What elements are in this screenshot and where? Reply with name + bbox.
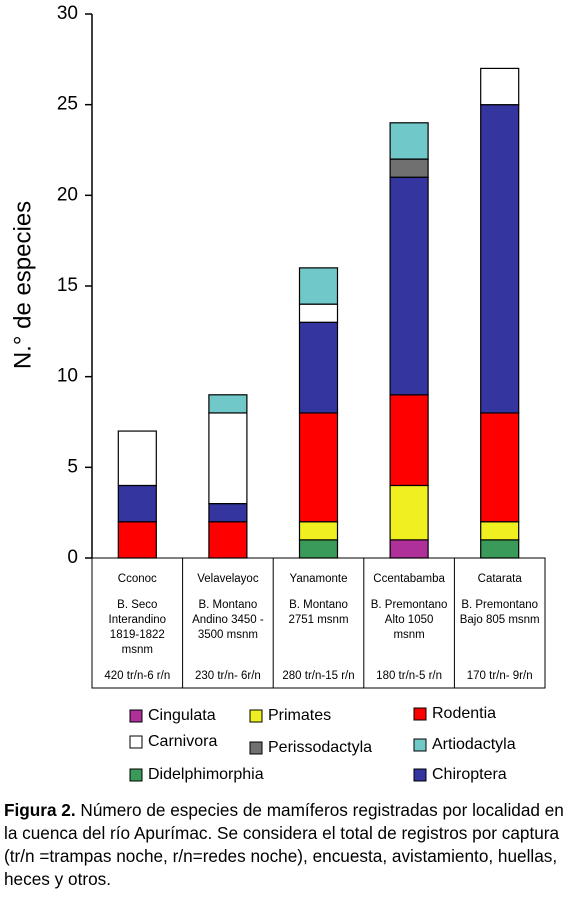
category-detail: Alto 1050 — [385, 614, 434, 626]
category-detail: B. Premontano — [371, 599, 448, 611]
bar-segment — [480, 521, 520, 541]
bar-segment — [480, 104, 520, 414]
y-tick-label: 0 — [67, 547, 78, 568]
bar-segment — [298, 303, 339, 323]
bar-segment — [389, 122, 429, 160]
category-effort: 180 tr/n-5 r/n — [376, 670, 442, 682]
category-detail: Andino 3450 - — [192, 614, 264, 626]
legend-label: Perissodactyla — [268, 739, 372, 756]
caption: Figura 2. Número de especies de mamífero… — [4, 799, 568, 891]
legend-swatch — [413, 707, 427, 721]
category-effort: 170 tr/n- 9r/n — [467, 670, 533, 682]
x-tick-label: Catarata — [478, 573, 523, 585]
legend-label: Chiroptera — [432, 766, 507, 783]
category-detail: B. Montano — [198, 599, 257, 611]
chart: N.° de especies 0 5 10 15 20 25 30 Cconoc B. Sec… — [9, 3, 546, 783]
category-detail: B. Seco — [117, 599, 157, 611]
y-tick-label: 30 — [57, 3, 78, 24]
category-detail: Interandino — [109, 614, 167, 626]
bar-segment — [298, 521, 339, 541]
legend-label: Carnivora — [148, 733, 217, 750]
y-axis-label: N.° de especies — [9, 201, 36, 369]
legend-swatch — [129, 735, 143, 749]
legend-swatch — [249, 741, 263, 755]
legend-label: Rodentia — [432, 705, 496, 722]
category-effort: 230 tr/n- 6r/n — [195, 670, 261, 682]
category-detail: 3500 msnm — [198, 629, 258, 641]
bar-segment — [389, 539, 429, 559]
y-tick-label: 20 — [57, 184, 78, 205]
bar-segment — [208, 394, 248, 414]
category-effort: 280 tr/n-15 r/n — [282, 670, 354, 682]
bar-segment — [298, 539, 339, 559]
x-tick-label: Velavelayoc — [197, 573, 259, 585]
category-detail: 2751 msnm — [288, 614, 348, 626]
category-detail: B. Premontano — [461, 599, 538, 611]
category-detail: B. Montano — [289, 599, 348, 611]
bar-segment — [298, 267, 339, 305]
legend-label: Didelphimorphia — [148, 766, 264, 783]
bar-segment — [298, 321, 339, 414]
category-detail: 1819-1822 — [110, 629, 165, 641]
legend-label: Cingulata — [148, 707, 216, 724]
bar-segment — [117, 484, 157, 523]
bar-segment — [389, 394, 429, 487]
y-tick-label: 5 — [67, 456, 78, 477]
bar-segment — [208, 412, 248, 505]
legend-swatch — [413, 768, 427, 782]
x-tick-label: Ccentabamba — [373, 573, 445, 585]
bar-segment — [389, 176, 429, 396]
category-detail: msnm — [393, 629, 424, 641]
bar-segment — [480, 539, 520, 559]
bar-segment — [117, 521, 157, 559]
x-tick-label: Yanamonte — [290, 573, 348, 585]
legend-swatch — [129, 768, 143, 782]
category-detail: Bajo 805 msnm — [460, 614, 540, 626]
y-tick-label: 25 — [57, 94, 78, 115]
category-detail: msnm — [122, 644, 153, 656]
category-effort: 420 tr/n-6 r/n — [104, 670, 170, 682]
legend-label: Artiodactyla — [432, 736, 516, 753]
x-tick-label: Cconoc — [118, 573, 157, 585]
y-tick-label: 10 — [57, 366, 78, 387]
bar-segment — [389, 484, 429, 541]
bar-segment — [298, 412, 339, 523]
legend-swatch — [413, 738, 427, 752]
y-tick-label: 15 — [57, 275, 78, 296]
legend-label: Primates — [268, 707, 331, 724]
caption-text: Número de especies de mamíferos registra… — [4, 800, 564, 889]
bar-segment — [480, 67, 520, 106]
bar-segment — [117, 430, 157, 487]
legend-swatch — [249, 709, 263, 723]
bar-segment — [389, 158, 429, 178]
legend-swatch — [129, 709, 143, 723]
bar-segment — [480, 412, 520, 523]
caption-label: Figura 2. — [4, 800, 76, 820]
bar-segment — [208, 521, 248, 559]
bar-segment — [208, 503, 248, 523]
